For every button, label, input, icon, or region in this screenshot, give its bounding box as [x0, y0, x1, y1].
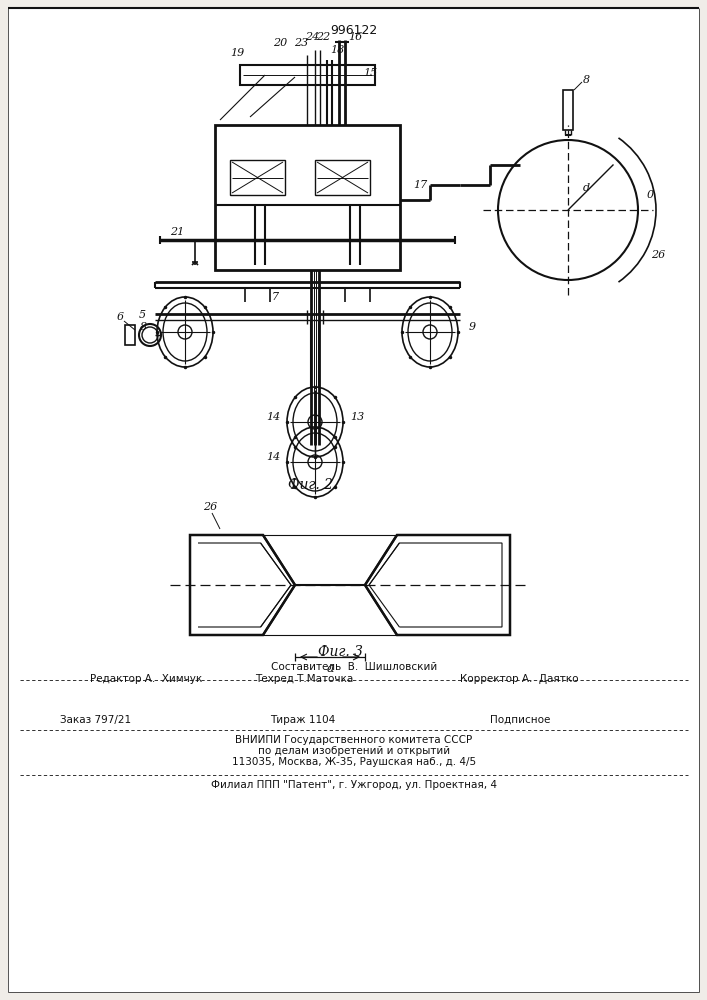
Text: d: d — [583, 183, 590, 193]
Text: ВНИИПИ Государственного комитета СССР: ВНИИПИ Государственного комитета СССР — [235, 735, 472, 745]
Text: Фиг. 2: Фиг. 2 — [288, 478, 332, 492]
Text: Подписное: Подписное — [490, 715, 550, 725]
Text: 0: 0 — [646, 190, 653, 200]
Text: 26: 26 — [203, 502, 217, 512]
Text: 26: 26 — [651, 250, 665, 260]
Text: 15: 15 — [363, 68, 377, 78]
Text: 14: 14 — [266, 452, 280, 462]
Text: 16: 16 — [348, 32, 362, 42]
Text: Тираж 1104: Тираж 1104 — [270, 715, 335, 725]
Text: 113035, Москва, Ж-35, Раушская наб., д. 4/5: 113035, Москва, Ж-35, Раушская наб., д. … — [232, 757, 476, 767]
Text: по делам изобретений и открытий: по делам изобретений и открытий — [258, 746, 450, 756]
Text: 18: 18 — [330, 45, 344, 55]
Text: 19: 19 — [230, 48, 244, 58]
Bar — [315, 160, 370, 195]
Text: 996122: 996122 — [330, 23, 378, 36]
Text: Составитель  В.  Шишловский: Составитель В. Шишловский — [271, 662, 437, 672]
Text: 13: 13 — [350, 412, 364, 422]
Bar — [230, 160, 285, 195]
Bar — [563, 90, 573, 130]
Text: Редактор А.  Химчук: Редактор А. Химчук — [90, 674, 202, 684]
Text: 24: 24 — [305, 32, 319, 42]
Text: 14: 14 — [266, 412, 280, 422]
Text: 20: 20 — [273, 38, 287, 48]
Text: 21: 21 — [170, 227, 184, 237]
Text: 8: 8 — [139, 322, 146, 332]
Text: 9: 9 — [469, 322, 476, 332]
Text: 6: 6 — [117, 312, 124, 322]
Text: 7: 7 — [271, 292, 279, 302]
Text: 17: 17 — [413, 180, 427, 190]
Text: 22: 22 — [316, 32, 330, 42]
Text: 23: 23 — [294, 38, 308, 48]
Text: 5: 5 — [139, 310, 146, 320]
Text: Филиал ППП "Патент", г. Ужгород, ул. Проектная, 4: Филиал ППП "Патент", г. Ужгород, ул. Про… — [211, 780, 497, 790]
Text: Корректор А.  Даятко: Корректор А. Даятко — [460, 674, 578, 684]
Text: a: a — [326, 662, 334, 676]
Text: Заказ 797/21: Заказ 797/21 — [60, 715, 131, 725]
Bar — [215, 125, 400, 270]
Text: 8: 8 — [583, 75, 590, 85]
Text: Техред Т.Маточка: Техред Т.Маточка — [255, 674, 354, 684]
Text: Фиг. 3: Фиг. 3 — [317, 645, 363, 659]
Bar — [240, 65, 375, 85]
Bar — [125, 325, 135, 345]
